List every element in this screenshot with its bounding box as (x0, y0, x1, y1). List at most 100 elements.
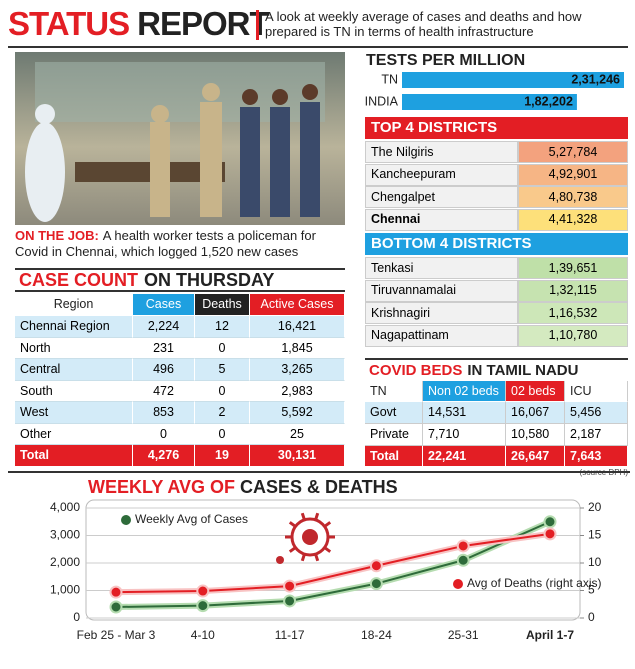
table-cell: 853 (133, 402, 195, 424)
table-cell: 7,710 (423, 424, 506, 446)
x-tick-label: 11-17 (275, 628, 305, 642)
title-part: REPORT (137, 5, 270, 42)
point (283, 594, 297, 608)
photo (15, 52, 345, 225)
table-cell: 0 (195, 380, 250, 402)
table-cell: 2 (195, 402, 250, 424)
photo-caption: ON THE JOB: A health worker tests a polic… (15, 228, 345, 260)
y-tick-label: 10 (588, 555, 602, 569)
table-cell: 14,531 (423, 402, 506, 424)
title-part: IN TAMIL NADU (467, 361, 579, 379)
x-tick-label: 4-10 (191, 628, 215, 642)
series-line (115, 532, 551, 594)
title-part: COVID BEDS (369, 361, 463, 379)
table-cell: West (15, 402, 133, 424)
table-header: Non 02 beds (423, 381, 506, 402)
line-chart: WEEKLY AVG OF CASES & DEATHS 0 1,000 2,000 3,… (8, 471, 630, 642)
district-name: Chengalpet (365, 186, 518, 208)
header: STATUS REPORT (8, 4, 270, 44)
table-cell: Other (15, 423, 133, 445)
table-cell: South (15, 380, 133, 402)
y-tick-label: 5 (588, 583, 595, 597)
legend-marker (453, 579, 463, 589)
table-header: Region (15, 294, 133, 316)
district-header: BOTTOM 4 DISTRICTS (365, 233, 628, 255)
district-value: 1,10,780 (518, 324, 628, 347)
plot-frame (85, 499, 581, 621)
bar (402, 94, 577, 110)
y-tick-label: 15 (588, 528, 602, 542)
point (369, 559, 383, 573)
district-value: 4,41,328 (518, 208, 628, 231)
chart-title: CASES & DEATHS (240, 477, 398, 497)
legend-label: Avg of Deaths (right axis) (467, 576, 602, 590)
category-label: TN (381, 72, 398, 86)
district-value: 1,16,532 (518, 302, 628, 324)
table-cell: Govt (365, 402, 423, 424)
district-name: The Nilgiris (365, 141, 518, 163)
table-cell: Central (15, 359, 133, 381)
table-cell: 2,983 (250, 380, 345, 402)
table-total: Total (15, 445, 133, 467)
x-tick-label: 18-24 (361, 628, 392, 642)
table-cell: 1,845 (250, 337, 345, 359)
bar (402, 72, 624, 88)
table-header: Deaths (195, 294, 250, 316)
district-value: 1,39,651 (518, 257, 628, 279)
table-cell: 16,067 (506, 402, 565, 424)
x-tick-label: Feb 25 - Mar 3 (77, 628, 156, 642)
section-title: CASE COUNT ON THURSDAY (15, 268, 345, 292)
table-cell: 5 (195, 359, 250, 381)
table-cell: 2,187 (565, 424, 628, 446)
point (109, 585, 123, 599)
table-total: 4,276 (133, 445, 195, 467)
table-cell: 496 (133, 359, 195, 381)
table-header: TN (365, 381, 423, 402)
table-cell: Private (365, 424, 423, 446)
virus-core (302, 529, 318, 545)
district-name: Tiruvannamalai (365, 279, 518, 302)
table-header: Active Cases (250, 294, 345, 316)
table-cell: 5,456 (565, 402, 628, 424)
table-total: 19 (195, 445, 250, 467)
table-total: Total (365, 446, 423, 467)
y-tick-label: 20 (588, 500, 602, 514)
tests-chart: TESTS PER MILLION TN 2,31,246 INDIA 1,82,202 (365, 52, 624, 110)
chart-title: WEEKLY AVG OF (88, 477, 235, 497)
point (109, 600, 123, 614)
point (196, 584, 210, 598)
point (456, 553, 470, 567)
legend-marker (121, 515, 131, 525)
point (283, 579, 297, 593)
district-value: 4,92,901 (518, 163, 628, 186)
table-cell: 10,580 (506, 424, 565, 446)
title-part: STATUS (8, 5, 130, 42)
divider (256, 10, 259, 40)
virus-small (276, 556, 284, 564)
table-cell: 12 (195, 316, 250, 338)
table-header: Cases (133, 294, 195, 316)
district-value: 1,32,115 (518, 279, 628, 302)
rule (8, 46, 628, 48)
x-tick-label: April 1-7 (526, 628, 574, 642)
table-cell: 3,265 (250, 359, 345, 381)
point (196, 599, 210, 613)
table-cell: Chennai Region (15, 316, 133, 338)
table-cell: 472 (133, 380, 195, 402)
virus-icon (285, 512, 335, 562)
district-name: Krishnagiri (365, 302, 518, 324)
table-total: 26,647 (506, 446, 565, 467)
y-tick-label: 0 (73, 610, 80, 624)
point (543, 527, 557, 541)
table-cell: 5,592 (250, 402, 345, 424)
table-cell: 25 (250, 423, 345, 445)
table-cell: 2,224 (133, 316, 195, 338)
y-tick-label: 1,000 (50, 583, 80, 597)
value-label: 1,82,202 (524, 94, 573, 108)
value-label: 2,31,246 (571, 72, 620, 86)
y-tick-label: 0 (588, 610, 595, 624)
point (543, 515, 557, 529)
district-header: TOP 4 DISTRICTS (365, 117, 628, 139)
district-name: Nagapattinam (365, 324, 518, 347)
table-total: 30,131 (250, 445, 345, 467)
